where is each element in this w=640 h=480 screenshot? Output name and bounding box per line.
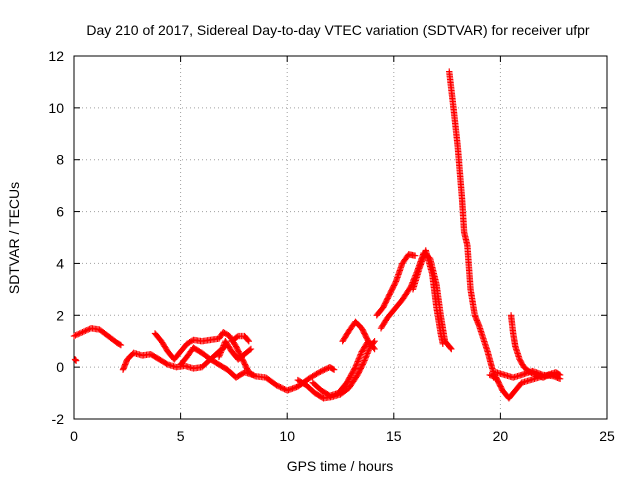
chart-title: Day 210 of 2017, Sidereal Day-to-day VTE… [86, 22, 590, 38]
axis-ticks: 0 5 10 15 20 25 -2 0 2 4 6 8 10 12 [48, 48, 615, 444]
data-point [361, 355, 369, 363]
data-point [352, 363, 359, 371]
data-point [370, 344, 377, 352]
x-tick-label: 0 [70, 428, 78, 444]
data-point [362, 354, 369, 361]
data-point [76, 330, 83, 337]
data-point [249, 371, 257, 379]
data-point [72, 357, 80, 364]
data-point [371, 345, 378, 353]
data-point [85, 326, 92, 333]
data-point [80, 328, 88, 335]
data-series-arc-11 [373, 251, 419, 319]
x-tick-label: 25 [599, 428, 615, 444]
y-axis-label: SDTVAR / TECUs [6, 182, 22, 294]
data-point [371, 338, 378, 345]
data-point [83, 326, 90, 334]
data-point [361, 357, 368, 364]
data-point [72, 332, 79, 339]
data-point [217, 349, 224, 356]
data-point [354, 358, 361, 365]
data-point [73, 331, 81, 338]
data-point [329, 365, 337, 373]
data-point [82, 327, 89, 335]
data-series-arc-9 [309, 338, 372, 399]
data-point [218, 347, 225, 355]
data-point [245, 338, 253, 345]
data-series-arc-4 [151, 328, 338, 394]
data-point [356, 354, 363, 361]
grid-lines [74, 56, 607, 419]
data-marks [70, 68, 564, 402]
x-tick-label: 10 [279, 428, 295, 444]
data-point [79, 328, 86, 336]
x-axis-label: GPS time / hours [287, 458, 394, 474]
data-point [411, 252, 419, 259]
data-point [219, 345, 226, 352]
data-point [358, 349, 365, 357]
data-point [364, 350, 371, 357]
data-point [75, 330, 82, 338]
y-tick-label: 8 [56, 152, 64, 168]
data-point [360, 358, 368, 366]
data-series-arc-10 [339, 318, 378, 353]
data-point [556, 375, 564, 383]
data-series-arc-15 [486, 369, 564, 402]
data-point [117, 341, 125, 349]
x-tick-label: 20 [493, 428, 509, 444]
data-point [70, 332, 78, 340]
data-point [77, 329, 85, 336]
data-point [363, 353, 370, 360]
data-point [246, 346, 254, 354]
data-point [247, 345, 255, 353]
x-tick-label: 5 [177, 428, 185, 444]
data-series-arc-5 [177, 344, 257, 381]
y-tick-label: 10 [48, 100, 64, 116]
data-series-arc-17 [492, 367, 564, 383]
data-point [116, 341, 124, 348]
plot-frame [73, 55, 608, 420]
y-tick-label: 6 [56, 204, 64, 220]
data-point [357, 351, 364, 358]
data-point [244, 336, 252, 344]
data-series-arc-2 [71, 356, 80, 364]
data-point [439, 340, 447, 348]
y-tick-label: 4 [56, 255, 64, 271]
data-point [363, 351, 371, 359]
data-point [353, 359, 361, 367]
data-point [392, 279, 399, 287]
data-point [216, 350, 224, 358]
data-point [216, 352, 223, 359]
data-series-arc-14 [446, 68, 500, 384]
data-point [215, 353, 223, 360]
data-series-arc-8 [294, 338, 378, 402]
data-point [365, 346, 373, 353]
data-series-arc-13 [409, 247, 447, 348]
y-tick-label: 0 [56, 359, 64, 375]
data-point [351, 365, 358, 372]
x-tick-label: 15 [386, 428, 402, 444]
data-point [447, 344, 454, 352]
data-point [355, 355, 363, 362]
data-point [355, 356, 362, 364]
data-point [352, 362, 360, 369]
data-series-arc-1 [70, 325, 125, 349]
data-point [364, 348, 372, 356]
data-point [365, 347, 372, 354]
y-tick-label: 2 [56, 307, 64, 323]
data-point [360, 360, 367, 367]
data-point [448, 345, 455, 353]
data-series-arc-7 [228, 332, 253, 345]
y-tick-label: -2 [52, 411, 65, 427]
data-point [218, 346, 226, 353]
y-tick-label: 12 [48, 48, 64, 64]
data-series-arc-6 [215, 338, 255, 363]
data-point [330, 366, 338, 373]
data-point [219, 343, 227, 351]
data-point [353, 361, 360, 368]
data-point [356, 352, 364, 360]
